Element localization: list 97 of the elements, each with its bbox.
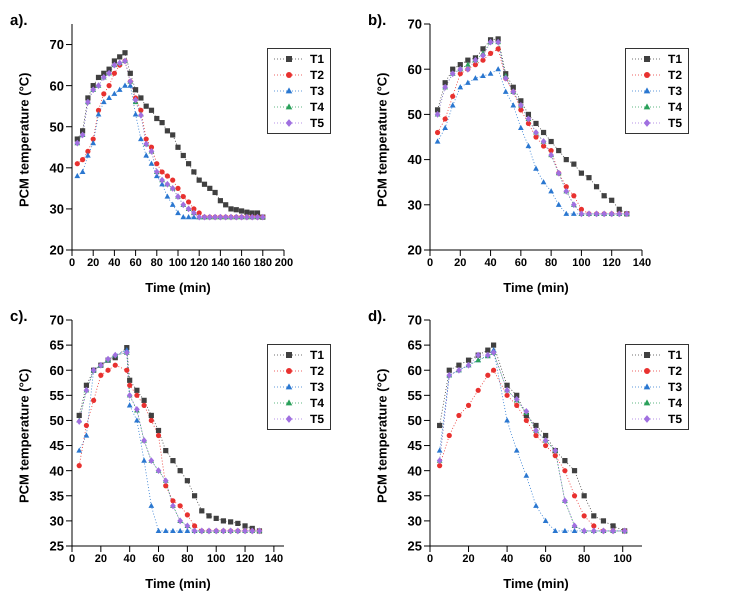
x-tick-label: 20 (94, 552, 107, 565)
y-tick-label: 70 (408, 312, 422, 328)
legend-label: T5 (310, 116, 324, 130)
legend-label: T1 (310, 52, 324, 66)
x-tick-label: 40 (108, 256, 121, 269)
y-tick-label: 45 (408, 438, 422, 454)
chart-title: a). (10, 12, 28, 29)
x-tick-label: 140 (264, 552, 284, 565)
x-tick-label: 20 (454, 256, 466, 269)
x-tick-label: 200 (274, 256, 294, 269)
legend-label: T5 (668, 116, 682, 130)
y-tick-label: 20 (50, 242, 64, 258)
y-axis-title: PCM temperature (°C) (374, 72, 390, 207)
x-tick-label: 80 (545, 256, 558, 269)
y-tick-label: 50 (408, 107, 422, 122)
y-tick-label: 60 (408, 362, 422, 378)
y-tick-label: 30 (408, 197, 422, 212)
x-tick-label: 60 (152, 552, 165, 565)
x-tick-label: 100 (207, 552, 226, 565)
y-tick-label: 30 (50, 202, 64, 217)
x-tick-label: 0 (68, 552, 76, 565)
x-tick-label: 40 (484, 256, 497, 269)
legend-label: T2 (668, 364, 682, 378)
x-tick-label: 120 (236, 552, 254, 565)
legend-label: T5 (668, 412, 682, 426)
x-tick-label: 60 (540, 552, 552, 565)
legend-label: T2 (668, 68, 682, 82)
x-tick-label: 80 (150, 256, 163, 269)
x-tick-label: 100 (572, 256, 591, 269)
y-tick-label: 40 (408, 463, 422, 478)
y-axis-title: PCM temperature (°C) (16, 368, 32, 503)
y-tick-label: 40 (408, 152, 422, 168)
x-axis-title: Time (min) (503, 576, 569, 591)
y-tick-label: 40 (50, 160, 64, 176)
x-tick-label: 140 (211, 256, 230, 269)
legend-label: T4 (310, 396, 324, 410)
x-tick-label: 0 (68, 256, 76, 269)
y-axis-title: PCM temperature (°C) (374, 368, 390, 503)
y-tick-label: 35 (408, 488, 422, 504)
x-tick-label: 100 (168, 256, 188, 269)
x-tick-label: 80 (181, 552, 194, 565)
y-tick-label: 20 (408, 242, 422, 258)
y-axis-title: PCM temperature (°C) (16, 72, 32, 207)
legend-label: T3 (310, 380, 324, 394)
x-tick-label: 100 (614, 552, 632, 565)
chart-title: d). (368, 308, 386, 325)
y-tick-label: 70 (50, 37, 64, 52)
y-tick-label: 70 (50, 312, 64, 328)
x-tick-label: 120 (190, 256, 208, 269)
x-tick-label: 160 (232, 256, 251, 269)
legend-label: T3 (668, 380, 682, 394)
x-tick-label: 0 (426, 552, 434, 565)
y-tick-label: 30 (408, 514, 422, 529)
y-tick-label: 50 (50, 413, 64, 428)
x-tick-label: 80 (578, 552, 590, 565)
x-tick-label: 140 (632, 256, 652, 269)
x-tick-label: 40 (124, 552, 136, 565)
x-tick-label: 180 (254, 256, 272, 269)
x-tick-label: 0 (426, 256, 434, 269)
y-tick-label: 65 (50, 338, 64, 353)
x-tick-label: 20 (87, 256, 100, 269)
x-tick-label: 120 (602, 256, 621, 269)
x-tick-label: 20 (462, 552, 475, 565)
y-tick-label: 55 (408, 388, 422, 403)
x-tick-label: 60 (129, 256, 142, 269)
y-tick-label: 30 (50, 514, 64, 529)
legend-label: T3 (310, 84, 324, 98)
legend-label: T4 (310, 100, 324, 114)
y-tick-label: 60 (50, 78, 64, 94)
legend-label: T3 (668, 84, 682, 98)
y-tick-label: 70 (408, 16, 422, 32)
x-tick-label: 40 (500, 552, 514, 565)
legend-label: T5 (310, 412, 324, 426)
legend-label: T4 (668, 100, 682, 114)
legend-label: T4 (668, 396, 682, 410)
legend-label: T1 (310, 348, 324, 362)
y-tick-label: 65 (408, 338, 422, 353)
y-tick-label: 60 (50, 362, 64, 378)
chart-title: b). (368, 12, 386, 29)
y-tick-label: 50 (50, 119, 64, 134)
y-tick-label: 60 (408, 62, 422, 77)
x-axis-title: Time (min) (503, 280, 569, 295)
legend-label: T1 (668, 348, 682, 362)
y-tick-label: 25 (408, 538, 422, 554)
y-tick-label: 45 (50, 438, 64, 454)
chart-title: c). (10, 308, 28, 325)
y-tick-label: 25 (50, 538, 64, 554)
y-tick-label: 35 (50, 488, 64, 504)
y-tick-label: 40 (50, 463, 64, 478)
x-axis-title: Time (min) (145, 280, 211, 295)
y-tick-label: 55 (50, 388, 64, 403)
x-axis-title: Time (min) (145, 576, 211, 591)
y-tick-label: 50 (408, 413, 422, 428)
x-tick-label: 60 (514, 256, 527, 269)
legend-label: T1 (668, 52, 682, 66)
legend-label: T2 (310, 68, 324, 82)
legend-label: T2 (310, 364, 324, 378)
